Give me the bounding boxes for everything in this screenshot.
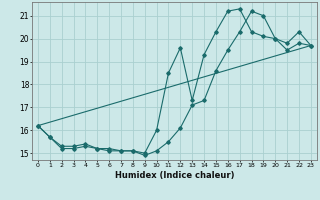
- X-axis label: Humidex (Indice chaleur): Humidex (Indice chaleur): [115, 171, 234, 180]
